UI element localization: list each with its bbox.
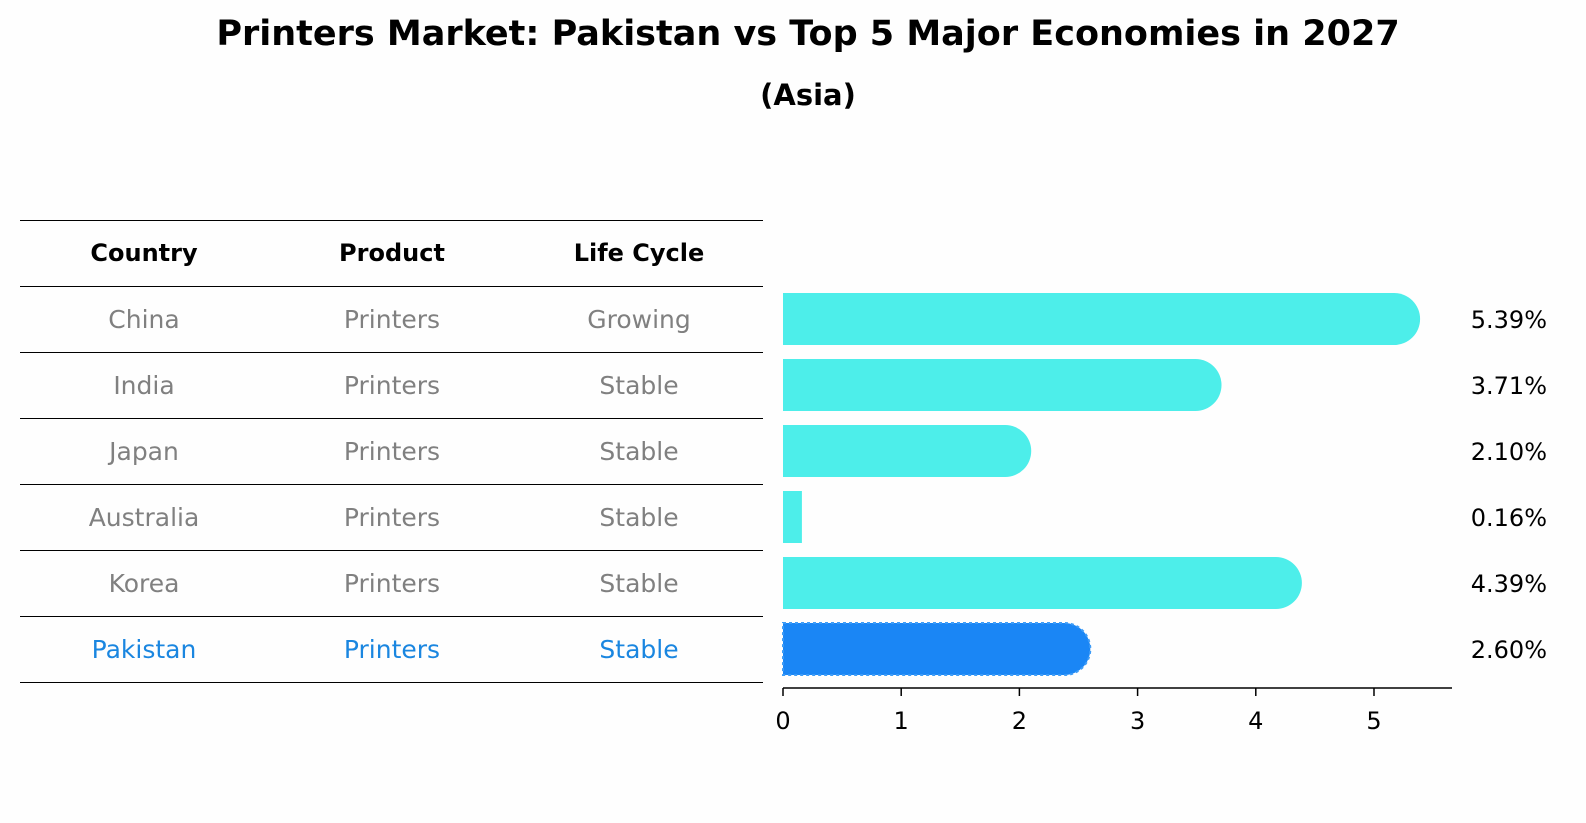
x-tick-label: 1	[894, 707, 909, 735]
table-rule	[20, 418, 763, 419]
cell-product: Printers	[343, 304, 441, 334]
bar-australia	[783, 491, 802, 543]
table-rule	[20, 484, 763, 485]
cell-product: Printers	[343, 502, 441, 532]
cell-country: Korea	[108, 568, 180, 598]
value-label-australia: 0.16%	[1471, 504, 1547, 532]
cell-country: China	[108, 304, 180, 334]
table-rule	[20, 352, 763, 353]
bar-japan	[783, 425, 1032, 477]
value-label-pakistan: 2.60%	[1471, 636, 1547, 664]
cell-country: Japan	[109, 436, 179, 466]
x-tick-label: 2	[1012, 707, 1027, 735]
cell-country: India	[113, 370, 175, 400]
table-row: Korea Printers Stable	[20, 550, 763, 616]
table-header-row: Country Product Life Cycle	[20, 220, 763, 286]
header-country: Country	[90, 239, 198, 267]
value-label-china: 5.39%	[1471, 306, 1547, 334]
cell-country: Pakistan	[91, 634, 197, 664]
table-row-highlighted: Pakistan Printers Stable	[20, 616, 763, 682]
table-rule-bottom	[20, 682, 763, 683]
value-label-india: 3.71%	[1471, 372, 1547, 400]
chart-subtitle: (Asia)	[760, 78, 856, 112]
cell-country: Australia	[88, 502, 200, 532]
cell-product: Printers	[343, 568, 441, 598]
table-rule-top	[20, 220, 763, 221]
header-product: Product	[339, 239, 445, 267]
bar-india	[783, 359, 1222, 411]
chart-title: Printers Market: Pakistan vs Top 5 Major…	[216, 14, 1400, 54]
cell-life-cycle: Stable	[599, 436, 679, 466]
bar-highlight-outline	[782, 622, 1092, 676]
table-rule	[20, 616, 763, 617]
cell-life-cycle: Stable	[599, 502, 679, 532]
value-label-korea: 4.39%	[1471, 570, 1547, 598]
cell-life-cycle: Growing	[587, 304, 691, 334]
x-tick-label: 0	[775, 707, 790, 735]
cell-life-cycle: Stable	[599, 634, 679, 664]
cell-life-cycle: Stable	[599, 568, 679, 598]
table-rule	[20, 286, 763, 287]
value-label-japan: 2.10%	[1471, 438, 1547, 466]
table-rule	[20, 550, 763, 551]
bar-pakistan	[783, 623, 1091, 675]
x-tick-label: 3	[1130, 707, 1145, 735]
table-row: Australia Printers Stable	[20, 484, 763, 550]
cell-product: Printers	[343, 370, 441, 400]
x-tick-label: 4	[1248, 707, 1263, 735]
cell-product: Printers	[343, 436, 441, 466]
header-life-cycle: Life Cycle	[573, 239, 705, 267]
cell-product: Printers	[343, 634, 441, 664]
bar-korea	[783, 557, 1302, 609]
table-row: China Printers Growing	[20, 286, 763, 352]
table-row: Japan Printers Stable	[20, 418, 763, 484]
cell-life-cycle: Stable	[599, 370, 679, 400]
table-row: India Printers Stable	[20, 352, 763, 418]
bar-china	[783, 293, 1421, 345]
x-tick-label: 5	[1366, 707, 1381, 735]
